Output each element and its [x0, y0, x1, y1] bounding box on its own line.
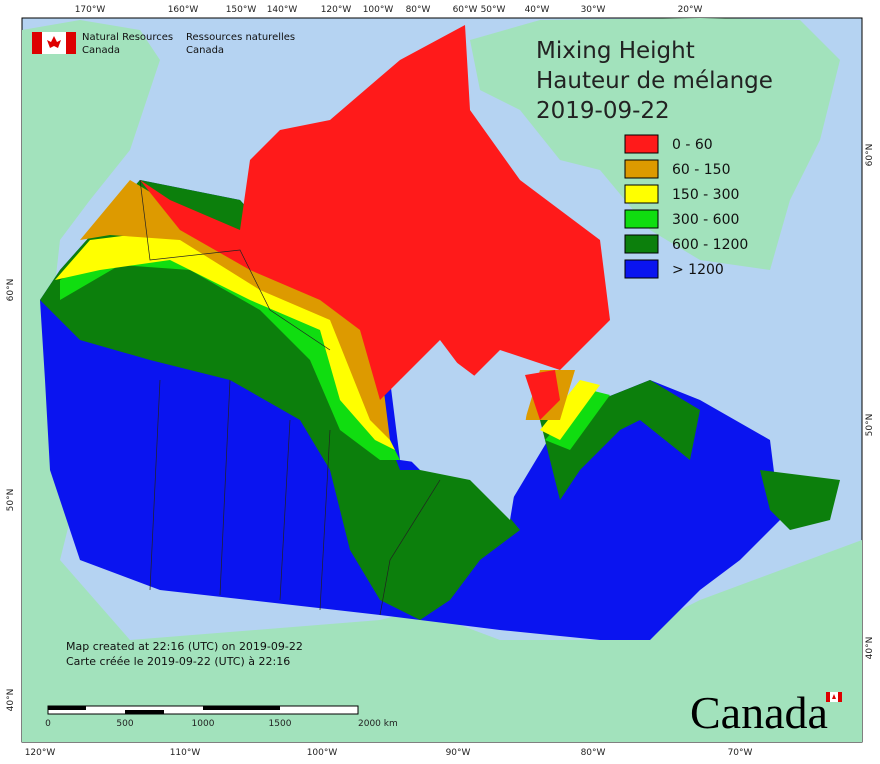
legend-label: 150 - 300 [672, 187, 739, 203]
longitude-label: 80°W [581, 748, 606, 758]
credit: Map created at 22:16 (UTC) on 2019-09-22 [66, 640, 303, 653]
latitude-label: 40°N [865, 637, 875, 660]
longitude-label: 20°W [678, 5, 703, 15]
credit: Carte créée le 2019-09-22 (UTC) à 22:16 [66, 655, 290, 668]
title: Hauteur de mélange [536, 68, 773, 94]
legend: 0 - 60 60 - 150 150 - 300 300 - 600 600 - 12… [624, 134, 748, 279]
scale-label: 500 [116, 719, 133, 729]
longitude-label: 50°W [481, 5, 506, 15]
latitude-label: 60°N [6, 279, 16, 302]
agency-en: Natural Resources [82, 32, 173, 43]
graticule-labels: 170°W 160°W 150°W 140°W 120°W 100°W 80°W 60°W 50… [6, 5, 875, 758]
scale-label: 2000 km [358, 719, 398, 729]
longitude-label: 120°W [321, 5, 352, 15]
province-borders [139, 179, 441, 616]
legend-label: 0 - 60 [672, 137, 713, 153]
region-darkgreen-nfld [760, 470, 840, 530]
usa-land [22, 200, 862, 742]
longitude-label: 100°W [363, 5, 394, 15]
legend-label: > 1200 [672, 262, 724, 278]
wordmark-flag [826, 692, 842, 702]
siberia [22, 20, 160, 260]
longitude-label: 140°W [267, 5, 298, 15]
region-orange [80, 180, 390, 440]
agency-en: Canada [82, 45, 120, 56]
scale-label: 1500 [269, 719, 292, 729]
longitude-label: 120°W [25, 748, 56, 758]
title: Mixing Height [536, 38, 695, 64]
region-darkgreen [40, 180, 520, 620]
legend-swatch [624, 184, 659, 204]
longitude-label: 70°W [728, 748, 753, 758]
legend-swatch [624, 159, 659, 179]
region-yellow-east [540, 380, 600, 440]
scale-bar [47, 705, 359, 715]
agency-fr: Ressources naturelles [186, 32, 295, 43]
longitude-label: 40°W [525, 5, 550, 15]
hudson-bay [400, 350, 530, 520]
legend-label: 600 - 1200 [672, 237, 748, 253]
longitude-label: 170°W [75, 5, 106, 15]
legend-swatch [624, 259, 659, 279]
legend-label: 60 - 150 [672, 162, 731, 178]
nrcan-flag [32, 32, 76, 54]
longitude-label: 160°W [168, 5, 199, 15]
latitude-label: 50°N [865, 414, 875, 437]
title-date: 2019-09-22 [536, 98, 670, 124]
region-yellow [55, 230, 395, 450]
region-red-east [525, 370, 560, 420]
longitude-label: 80°W [406, 5, 431, 15]
longitude-label: 110°W [170, 748, 201, 758]
wordmark: Canada [690, 687, 828, 738]
latitude-label: 40°N [6, 689, 16, 712]
latitude-label: 50°N [6, 489, 16, 512]
agency-fr: Canada [186, 45, 224, 56]
region-red [140, 25, 610, 400]
longitude-label: 90°W [446, 748, 471, 758]
legend-label: 300 - 600 [672, 212, 739, 228]
scale-label: 0 [45, 719, 51, 729]
legend-swatch [624, 209, 659, 229]
latitude-label: 60°N [865, 144, 875, 167]
legend-swatch [624, 234, 659, 254]
longitude-label: 60°W [453, 5, 478, 15]
longitude-label: 30°W [581, 5, 606, 15]
longitude-label: 100°W [307, 748, 338, 758]
scale-label: 1000 [192, 719, 215, 729]
longitude-label: 150°W [226, 5, 257, 15]
legend-swatch [624, 134, 659, 154]
